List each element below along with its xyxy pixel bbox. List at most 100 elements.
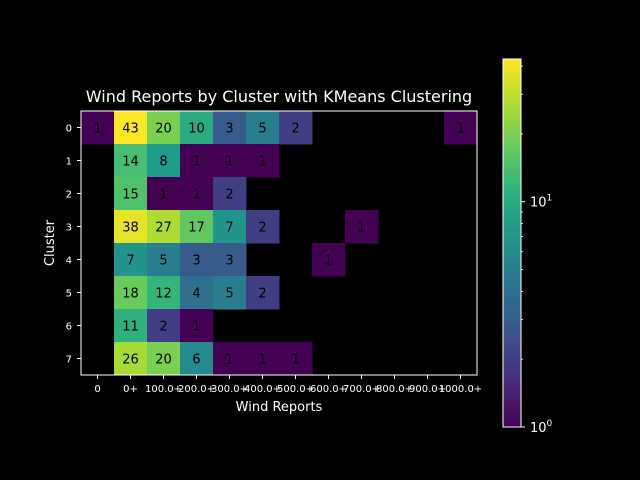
heatmap-cell — [180, 243, 214, 277]
cell-value-label: 11 — [122, 320, 139, 335]
cell-value-label: 1 — [324, 254, 332, 269]
x-tick-label: 200.0+ — [178, 384, 215, 395]
heatmap-cell — [114, 210, 148, 244]
heatmap-cell — [180, 309, 214, 343]
heatmap-cell — [444, 111, 478, 145]
colorbar-ticks: 100 101 — [521, 65, 553, 436]
x-tick-label: 500.0+ — [277, 384, 314, 395]
heatmap-cell — [213, 342, 247, 376]
cell-value-label: 12 — [155, 287, 172, 302]
heatmap-cell — [213, 210, 247, 244]
heatmap-cell — [246, 111, 280, 145]
heatmap-cell — [246, 210, 280, 244]
heatmap-cell — [213, 144, 247, 178]
heatmap-cell — [180, 342, 214, 376]
x-tick-label: 100.0+ — [145, 384, 182, 395]
heatmap-cell — [147, 276, 181, 310]
cell-value-label: 20 — [155, 353, 172, 368]
heatmap-cell — [114, 342, 148, 376]
heatmap-cell — [114, 243, 148, 277]
x-tick-label: 400.0+ — [244, 384, 281, 395]
cell-value-label: 2 — [225, 188, 233, 203]
cell-value-label: 1 — [93, 122, 101, 137]
x-tick-label: 1000.0+ — [439, 384, 482, 395]
heatmap-cell — [114, 309, 148, 343]
cell-value-label: 1 — [456, 122, 464, 137]
cell-value-label: 8 — [159, 155, 167, 170]
cell-value-label: 6 — [192, 353, 200, 368]
y-tick-label: 0 — [66, 124, 72, 135]
x-tick-label: 0 — [94, 384, 100, 395]
colorbar-gradient — [502, 58, 522, 428]
cell-value-label: 3 — [192, 254, 200, 269]
heatmap-cell — [213, 243, 247, 277]
cell-value-label: 17 — [188, 221, 205, 236]
cell-value-label: 43 — [122, 122, 139, 137]
x-axis-label: Wind Reports — [236, 400, 323, 415]
heatmap-cell — [81, 111, 115, 145]
cell-value-label: 1 — [192, 188, 200, 203]
heatmap-cell — [213, 276, 247, 310]
cell-value-label: 1 — [192, 155, 200, 170]
heatmap-cell — [147, 342, 181, 376]
cell-value-label: 1 — [258, 155, 266, 170]
colorbar-tick-label: 100 — [530, 419, 553, 436]
x-tick-label: 300.0+ — [211, 384, 248, 395]
cell-value-label: 10 — [188, 122, 205, 137]
x-tick-label: 700.0+ — [343, 384, 380, 395]
cell-value-label: 7 — [225, 221, 233, 236]
y-tick-label: 2 — [66, 190, 72, 201]
heatmap-cell — [279, 342, 313, 376]
heatmap-cell — [147, 111, 181, 145]
plot-frame — [80, 110, 478, 376]
heatmap-cell — [147, 177, 181, 211]
heatmap-cell — [114, 111, 148, 145]
cell-value-label: 3 — [225, 254, 233, 269]
cell-value-label: 4 — [192, 287, 200, 302]
cell-value-label: 26 — [122, 353, 139, 368]
x-axis-ticks: 0 0+ 100.0+200.0+300.0+400.0+500.0+600.0+7… — [94, 375, 482, 395]
heatmap-cell — [147, 243, 181, 277]
cell-value-label: 1 — [291, 353, 299, 368]
cell-value-label: 27 — [155, 221, 172, 236]
cell-value-label: 1 — [225, 353, 233, 368]
y-tick-label: 4 — [66, 256, 72, 267]
colorbar-tick-label: 101 — [530, 194, 552, 211]
heatmap-cell — [147, 210, 181, 244]
cell-value-label: 1 — [258, 353, 266, 368]
cell-value-label: 1 — [159, 188, 167, 203]
cell-value-label: 14 — [122, 155, 139, 170]
heatmap-cell — [246, 276, 280, 310]
heatmap-cell — [180, 276, 214, 310]
heatmap-cell — [180, 144, 214, 178]
cell-value-label: 38 — [122, 221, 139, 236]
chart-title: Wind Reports by Cluster with KMeans Clus… — [86, 87, 472, 106]
x-tick-label: 600.0+ — [310, 384, 347, 395]
heatmap-cell — [114, 276, 148, 310]
heatmap-cell — [180, 177, 214, 211]
colorbar: 100 101 — [502, 58, 553, 436]
heatmap-cell — [279, 111, 313, 145]
y-axis-label: Cluster — [43, 219, 58, 266]
cell-value-label: 2 — [291, 122, 299, 137]
heatmap-cell — [180, 111, 214, 145]
heatmap-cell — [147, 144, 181, 178]
cell-value-label: 1 — [357, 221, 365, 236]
y-tick-label: 5 — [66, 289, 72, 300]
cell-value-label: 1 — [192, 320, 200, 335]
cell-value-label: 5 — [159, 254, 167, 269]
heatmap-cell — [312, 243, 346, 277]
heatmap-cell — [213, 111, 247, 145]
y-tick-label: 1 — [66, 157, 72, 168]
heatmap-cell — [246, 342, 280, 376]
cell-value-label: 1 — [225, 155, 233, 170]
x-tick-label: 0+ — [123, 384, 138, 395]
cell-value-label: 20 — [155, 122, 172, 137]
cell-value-label: 2 — [258, 287, 266, 302]
x-tick-label: 900.0+ — [409, 384, 446, 395]
y-tick-label: 7 — [66, 355, 72, 366]
cell-value-label: 3 — [225, 122, 233, 137]
cell-value-label: 2 — [159, 320, 167, 335]
heatmap-cells: 1 43 20 10 3 5 2 114 8 1 1 115 1 1 238 27 17 7 2 17 5 3 3 118 12… — [81, 111, 478, 376]
